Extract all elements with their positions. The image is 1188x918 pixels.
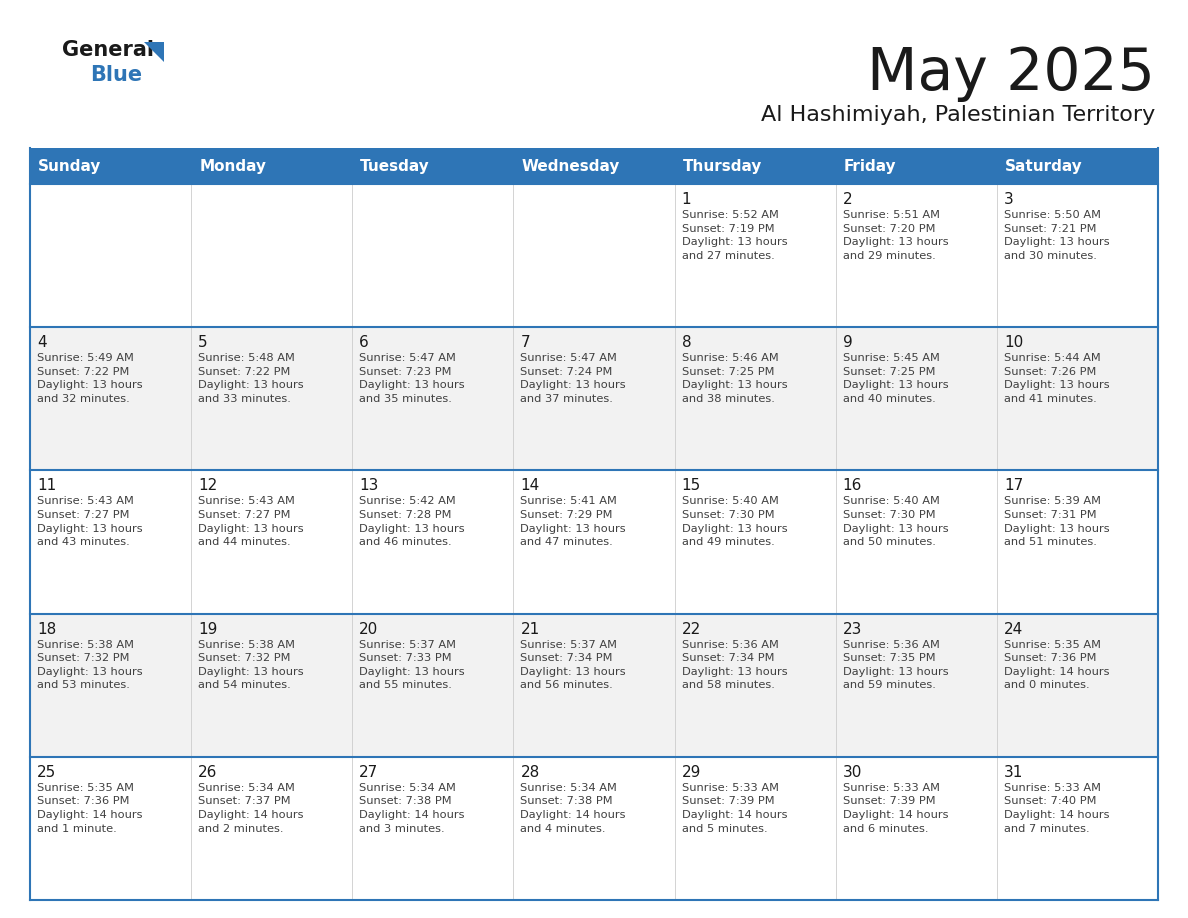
Text: Sunrise: 5:36 AM
Sunset: 7:35 PM
Daylight: 13 hours
and 59 minutes.: Sunrise: 5:36 AM Sunset: 7:35 PM Dayligh…: [842, 640, 948, 690]
Text: Sunrise: 5:43 AM
Sunset: 7:27 PM
Daylight: 13 hours
and 43 minutes.: Sunrise: 5:43 AM Sunset: 7:27 PM Dayligh…: [37, 497, 143, 547]
Text: Sunrise: 5:47 AM
Sunset: 7:23 PM
Daylight: 13 hours
and 35 minutes.: Sunrise: 5:47 AM Sunset: 7:23 PM Dayligh…: [359, 353, 465, 404]
Text: Sunrise: 5:39 AM
Sunset: 7:31 PM
Daylight: 13 hours
and 51 minutes.: Sunrise: 5:39 AM Sunset: 7:31 PM Dayligh…: [1004, 497, 1110, 547]
Text: 19: 19: [198, 621, 217, 636]
Text: 8: 8: [682, 335, 691, 350]
Text: Al Hashimiyah, Palestinian Territory: Al Hashimiyah, Palestinian Territory: [760, 105, 1155, 125]
Text: Sunrise: 5:35 AM
Sunset: 7:36 PM
Daylight: 14 hours
and 0 minutes.: Sunrise: 5:35 AM Sunset: 7:36 PM Dayligh…: [1004, 640, 1110, 690]
Text: Blue: Blue: [90, 65, 143, 85]
Text: Saturday: Saturday: [1005, 159, 1082, 174]
Text: Sunrise: 5:34 AM
Sunset: 7:38 PM
Daylight: 14 hours
and 4 minutes.: Sunrise: 5:34 AM Sunset: 7:38 PM Dayligh…: [520, 783, 626, 834]
Text: Sunrise: 5:33 AM
Sunset: 7:39 PM
Daylight: 14 hours
and 5 minutes.: Sunrise: 5:33 AM Sunset: 7:39 PM Dayligh…: [682, 783, 788, 834]
Text: 21: 21: [520, 621, 539, 636]
Text: 11: 11: [37, 478, 56, 493]
Text: Sunrise: 5:33 AM
Sunset: 7:39 PM
Daylight: 14 hours
and 6 minutes.: Sunrise: 5:33 AM Sunset: 7:39 PM Dayligh…: [842, 783, 948, 834]
Text: Friday: Friday: [843, 159, 896, 174]
Text: 3: 3: [1004, 192, 1013, 207]
Text: Sunrise: 5:44 AM
Sunset: 7:26 PM
Daylight: 13 hours
and 41 minutes.: Sunrise: 5:44 AM Sunset: 7:26 PM Dayligh…: [1004, 353, 1110, 404]
Text: 10: 10: [1004, 335, 1023, 350]
Text: 14: 14: [520, 478, 539, 493]
Bar: [30, 327, 1158, 470]
Text: 30: 30: [842, 765, 862, 779]
Text: May 2025: May 2025: [867, 45, 1155, 102]
Bar: [30, 184, 1158, 327]
Text: Thursday: Thursday: [683, 159, 762, 174]
Text: Sunrise: 5:51 AM
Sunset: 7:20 PM
Daylight: 13 hours
and 29 minutes.: Sunrise: 5:51 AM Sunset: 7:20 PM Dayligh…: [842, 210, 948, 261]
Text: 6: 6: [359, 335, 369, 350]
Bar: [30, 613, 1158, 756]
Bar: [30, 470, 1158, 613]
Text: Sunrise: 5:46 AM
Sunset: 7:25 PM
Daylight: 13 hours
and 38 minutes.: Sunrise: 5:46 AM Sunset: 7:25 PM Dayligh…: [682, 353, 788, 404]
Text: Sunrise: 5:35 AM
Sunset: 7:36 PM
Daylight: 14 hours
and 1 minute.: Sunrise: 5:35 AM Sunset: 7:36 PM Dayligh…: [37, 783, 143, 834]
Text: Sunrise: 5:38 AM
Sunset: 7:32 PM
Daylight: 13 hours
and 53 minutes.: Sunrise: 5:38 AM Sunset: 7:32 PM Dayligh…: [37, 640, 143, 690]
Text: Sunrise: 5:52 AM
Sunset: 7:19 PM
Daylight: 13 hours
and 27 minutes.: Sunrise: 5:52 AM Sunset: 7:19 PM Dayligh…: [682, 210, 788, 261]
Bar: [30, 148, 1158, 184]
Text: 31: 31: [1004, 765, 1023, 779]
Text: Sunrise: 5:49 AM
Sunset: 7:22 PM
Daylight: 13 hours
and 32 minutes.: Sunrise: 5:49 AM Sunset: 7:22 PM Dayligh…: [37, 353, 143, 404]
Text: Sunrise: 5:42 AM
Sunset: 7:28 PM
Daylight: 13 hours
and 46 minutes.: Sunrise: 5:42 AM Sunset: 7:28 PM Dayligh…: [359, 497, 465, 547]
Text: Sunday: Sunday: [38, 159, 101, 174]
Text: 7: 7: [520, 335, 530, 350]
Text: Sunrise: 5:33 AM
Sunset: 7:40 PM
Daylight: 14 hours
and 7 minutes.: Sunrise: 5:33 AM Sunset: 7:40 PM Dayligh…: [1004, 783, 1110, 834]
Text: 17: 17: [1004, 478, 1023, 493]
Text: Sunrise: 5:50 AM
Sunset: 7:21 PM
Daylight: 13 hours
and 30 minutes.: Sunrise: 5:50 AM Sunset: 7:21 PM Dayligh…: [1004, 210, 1110, 261]
Text: Sunrise: 5:43 AM
Sunset: 7:27 PM
Daylight: 13 hours
and 44 minutes.: Sunrise: 5:43 AM Sunset: 7:27 PM Dayligh…: [198, 497, 304, 547]
Text: 1: 1: [682, 192, 691, 207]
Text: Sunrise: 5:48 AM
Sunset: 7:22 PM
Daylight: 13 hours
and 33 minutes.: Sunrise: 5:48 AM Sunset: 7:22 PM Dayligh…: [198, 353, 304, 404]
Text: Tuesday: Tuesday: [360, 159, 430, 174]
Text: 5: 5: [198, 335, 208, 350]
Text: 18: 18: [37, 621, 56, 636]
Text: 24: 24: [1004, 621, 1023, 636]
Text: 12: 12: [198, 478, 217, 493]
Text: Sunrise: 5:38 AM
Sunset: 7:32 PM
Daylight: 13 hours
and 54 minutes.: Sunrise: 5:38 AM Sunset: 7:32 PM Dayligh…: [198, 640, 304, 690]
Text: 25: 25: [37, 765, 56, 779]
Text: General: General: [62, 40, 154, 60]
Text: Sunrise: 5:37 AM
Sunset: 7:34 PM
Daylight: 13 hours
and 56 minutes.: Sunrise: 5:37 AM Sunset: 7:34 PM Dayligh…: [520, 640, 626, 690]
Text: 15: 15: [682, 478, 701, 493]
Text: Sunrise: 5:34 AM
Sunset: 7:37 PM
Daylight: 14 hours
and 2 minutes.: Sunrise: 5:34 AM Sunset: 7:37 PM Dayligh…: [198, 783, 304, 834]
Text: 23: 23: [842, 621, 862, 636]
Text: Sunrise: 5:34 AM
Sunset: 7:38 PM
Daylight: 14 hours
and 3 minutes.: Sunrise: 5:34 AM Sunset: 7:38 PM Dayligh…: [359, 783, 465, 834]
Text: 29: 29: [682, 765, 701, 779]
Text: 28: 28: [520, 765, 539, 779]
Text: Sunrise: 5:37 AM
Sunset: 7:33 PM
Daylight: 13 hours
and 55 minutes.: Sunrise: 5:37 AM Sunset: 7:33 PM Dayligh…: [359, 640, 465, 690]
Text: Sunrise: 5:45 AM
Sunset: 7:25 PM
Daylight: 13 hours
and 40 minutes.: Sunrise: 5:45 AM Sunset: 7:25 PM Dayligh…: [842, 353, 948, 404]
Text: Sunrise: 5:40 AM
Sunset: 7:30 PM
Daylight: 13 hours
and 50 minutes.: Sunrise: 5:40 AM Sunset: 7:30 PM Dayligh…: [842, 497, 948, 547]
Text: 26: 26: [198, 765, 217, 779]
Text: 4: 4: [37, 335, 46, 350]
Text: Sunrise: 5:47 AM
Sunset: 7:24 PM
Daylight: 13 hours
and 37 minutes.: Sunrise: 5:47 AM Sunset: 7:24 PM Dayligh…: [520, 353, 626, 404]
Text: Wednesday: Wednesday: [522, 159, 620, 174]
Text: 2: 2: [842, 192, 852, 207]
Text: Monday: Monday: [200, 159, 266, 174]
Text: 16: 16: [842, 478, 862, 493]
Text: 22: 22: [682, 621, 701, 636]
Text: Sunrise: 5:40 AM
Sunset: 7:30 PM
Daylight: 13 hours
and 49 minutes.: Sunrise: 5:40 AM Sunset: 7:30 PM Dayligh…: [682, 497, 788, 547]
Text: Sunrise: 5:36 AM
Sunset: 7:34 PM
Daylight: 13 hours
and 58 minutes.: Sunrise: 5:36 AM Sunset: 7:34 PM Dayligh…: [682, 640, 788, 690]
Text: 20: 20: [359, 621, 379, 636]
Text: 9: 9: [842, 335, 853, 350]
Text: Sunrise: 5:41 AM
Sunset: 7:29 PM
Daylight: 13 hours
and 47 minutes.: Sunrise: 5:41 AM Sunset: 7:29 PM Dayligh…: [520, 497, 626, 547]
Text: 27: 27: [359, 765, 379, 779]
Text: 13: 13: [359, 478, 379, 493]
Bar: [30, 756, 1158, 900]
Polygon shape: [144, 42, 164, 62]
